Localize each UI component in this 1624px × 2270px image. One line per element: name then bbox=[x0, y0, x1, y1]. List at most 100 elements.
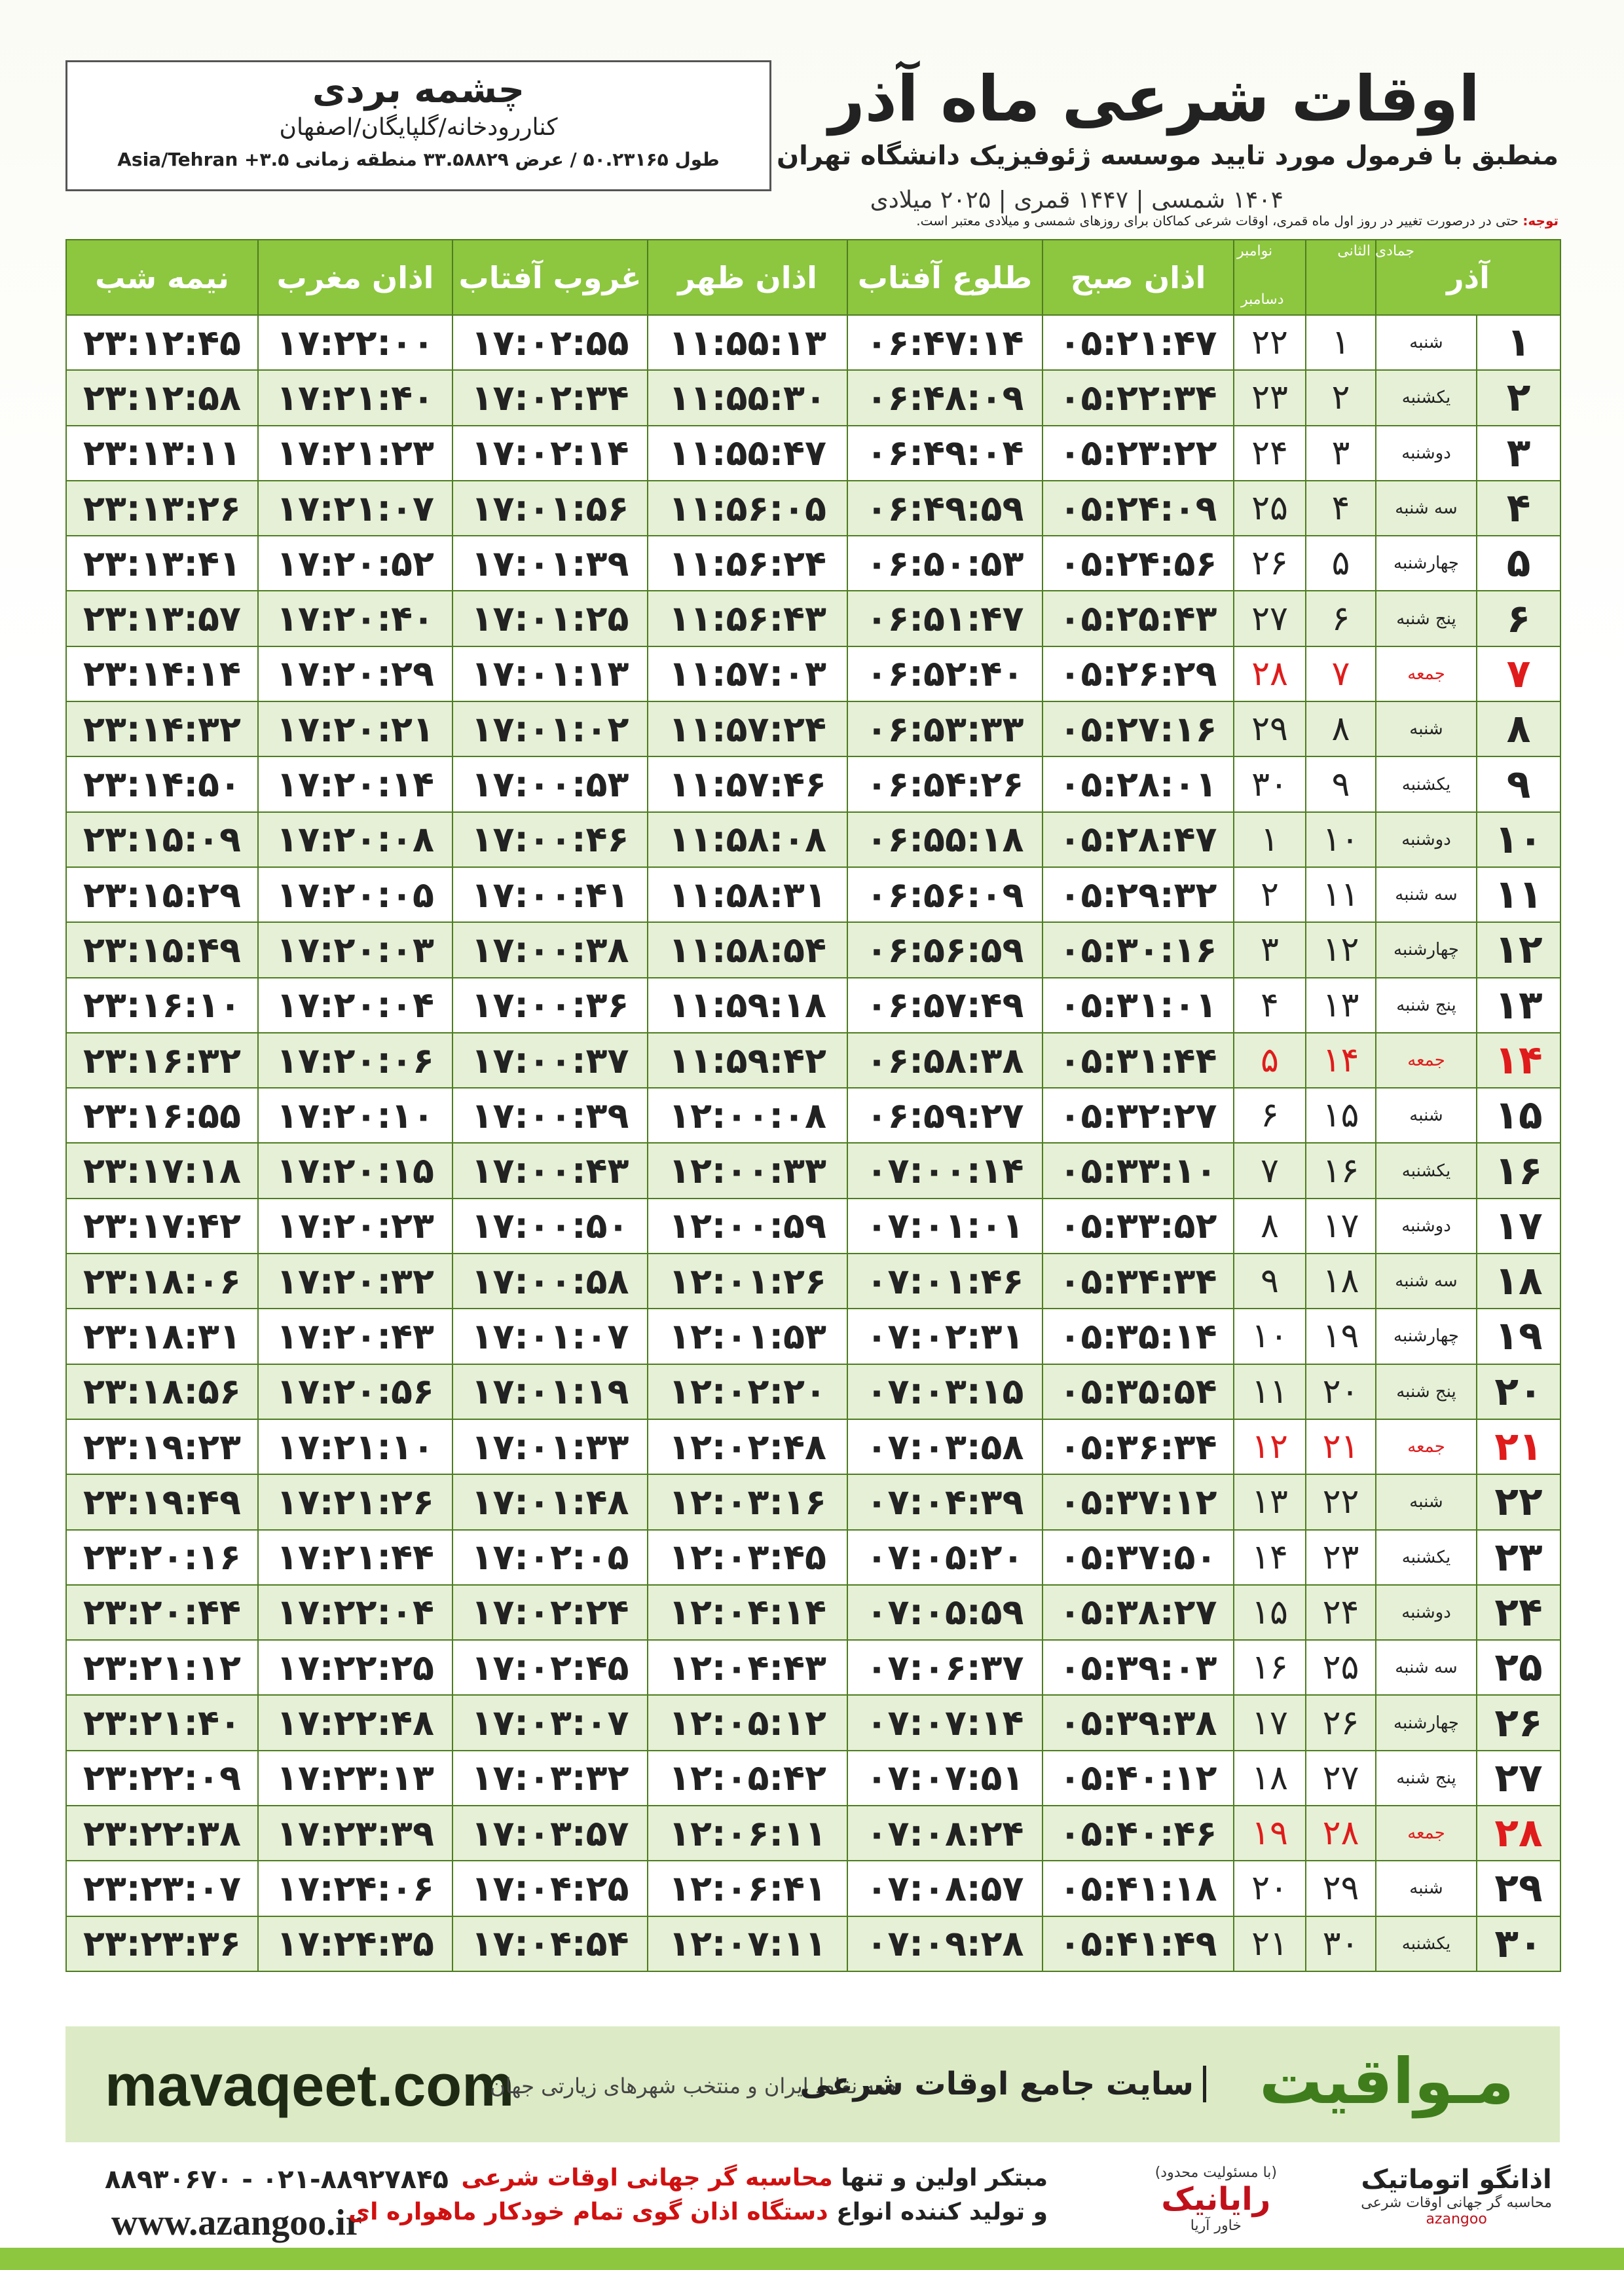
cell: ۱۷:۰۱:۱۳ bbox=[452, 645, 648, 703]
column-header: طلوع آفتاب bbox=[847, 239, 1043, 316]
cell: ۲۸ bbox=[1305, 1805, 1376, 1862]
cell: ۱۷:۲۱:۴۴ bbox=[257, 1529, 453, 1586]
column-header: اذان مغرب bbox=[257, 239, 453, 316]
cell: سه شنبه bbox=[1375, 1639, 1478, 1696]
cell: ۲۱ bbox=[1305, 1418, 1376, 1476]
logo-en: azangoo bbox=[1426, 2211, 1487, 2227]
cell: دوشنبه bbox=[1375, 424, 1478, 481]
cell: ۰۵:۴۱:۱۸ bbox=[1042, 1860, 1234, 1917]
cell: ۱۷:۰۱:۵۶ bbox=[452, 479, 648, 537]
cell: ۱۱:۵۷:۲۴ bbox=[647, 701, 848, 758]
cell: ۱۱ bbox=[1476, 866, 1562, 923]
cell: ۱۰ bbox=[1233, 1308, 1306, 1365]
cell: ۱۱ bbox=[1233, 1363, 1306, 1420]
cell: ۰۷:۰۰:۱۴ bbox=[847, 1142, 1043, 1199]
cell: ۰۵:۴۰:۱۲ bbox=[1042, 1749, 1234, 1807]
cell: ۴ bbox=[1233, 977, 1306, 1033]
cell: ۷ bbox=[1476, 645, 1562, 703]
cell: ۲۳:۱۷:۴۲ bbox=[65, 1197, 259, 1255]
cell: ۱۷:۲۲:۲۵ bbox=[257, 1639, 453, 1696]
logo-sub: خاور آریا bbox=[1190, 2218, 1242, 2234]
cell: یکشنبه bbox=[1375, 1915, 1478, 1972]
qamari-header: جمادی الثانی bbox=[1305, 239, 1414, 316]
cell: ۱۲:۰۶:۱۱ bbox=[647, 1805, 848, 1862]
cell: ۱۷:۰۱:۰۲ bbox=[452, 701, 648, 758]
cell: ۱۷:۰۴:۲۵ bbox=[452, 1860, 648, 1917]
cell: ۰۷:۰۷:۵۱ bbox=[847, 1749, 1043, 1807]
cell: ۱۲ bbox=[1476, 921, 1562, 978]
cell: ۰۷:۰۵:۲۰ bbox=[847, 1529, 1043, 1586]
cell: ۱۷:۰۰:۳۷ bbox=[452, 1032, 648, 1089]
text: و تولید کننده انواع bbox=[828, 2199, 1048, 2225]
cell: ۲۸ bbox=[1476, 1805, 1562, 1862]
brand: مـواقیت bbox=[1259, 2045, 1514, 2118]
cell: ۰۶:۴۷:۱۴ bbox=[847, 314, 1043, 371]
cell: دوشنبه bbox=[1375, 811, 1478, 868]
cell: ۱۴ bbox=[1233, 1529, 1306, 1586]
row: ۵ چهارشنبه ۵ ۲۶ ۰۵:۲۴:۵۶ ۰۶:۵۰:۵۳ ۱۱:۵۶:۲۴ ۱۷:۰… bbox=[65, 535, 1562, 592]
cell: ۰۵:۴۰:۴۶ bbox=[1042, 1805, 1234, 1862]
cell: ۲۳:۲۳:۰۷ bbox=[65, 1860, 259, 1917]
footer-bar bbox=[0, 2248, 1624, 2270]
cell: جمعه bbox=[1375, 1032, 1478, 1089]
cell: ۱۱:۵۶:۴۳ bbox=[647, 590, 848, 647]
cell: ۹ bbox=[1476, 756, 1562, 813]
row: ۲۶ چهارشنبه ۲۶ ۱۷ ۰۵:۳۹:۳۸ ۰۷:۰۷:۱۴ ۱۲:۰۵:۱۲ ۱۷… bbox=[65, 1694, 1562, 1751]
cell: ۱۷:۲۰:۵۶ bbox=[257, 1363, 453, 1420]
cell: ۱۲:۰۱:۵۳ bbox=[647, 1308, 848, 1365]
cell: ۱۲:۰۰:۳۳ bbox=[647, 1142, 848, 1199]
row: ۲۱ جمعه ۲۱ ۱۲ ۰۵:۳۶:۳۴ ۰۷:۰۳:۵۸ ۱۲:۰۲:۴۸ ۱۷:۰۱:… bbox=[65, 1418, 1562, 1476]
cell: ۱۷:۲۰:۳۲ bbox=[257, 1253, 453, 1310]
cell: ۰۶:۵۶:۵۹ bbox=[847, 921, 1043, 978]
cell: ۳ bbox=[1476, 424, 1562, 481]
cell: ۱۷:۲۰:۴۳ bbox=[257, 1308, 453, 1365]
cell: ۴ bbox=[1305, 479, 1376, 537]
cell: ۰۶:۵۸:۳۸ bbox=[847, 1032, 1043, 1089]
cell: ۲۳:۱۴:۱۴ bbox=[65, 645, 259, 703]
cell: ۰۵:۳۵:۱۴ bbox=[1042, 1308, 1234, 1365]
cell: ۰۵:۳۸:۲۷ bbox=[1042, 1584, 1234, 1641]
cell: ۰۶:۵۲:۴۰ bbox=[847, 645, 1043, 703]
logo: (با مسئولیت محدود) رایانیک خاور آریا bbox=[1155, 2165, 1277, 2234]
cell: ۲۳:۱۳:۱۱ bbox=[65, 424, 259, 481]
cell: ۱۲:۰۲:۲۰ bbox=[647, 1363, 848, 1420]
cell: شنبه bbox=[1375, 314, 1478, 371]
cell: ۵ bbox=[1476, 535, 1562, 592]
cell: ۳ bbox=[1305, 424, 1376, 481]
cell: ۲۳:۱۳:۴۱ bbox=[65, 535, 259, 592]
row: ۱۴ جمعه ۱۴ ۵ ۰۵:۳۱:۴۴ ۰۶:۵۸:۳۸ ۱۱:۵۹:۴۲ ۱۷:۰۰:۳… bbox=[65, 1032, 1562, 1089]
cell: چهارشنبه bbox=[1375, 1308, 1478, 1365]
row: ۳۰ یکشنبه ۳۰ ۲۱ ۰۵:۴۱:۴۹ ۰۷:۰۹:۲۸ ۱۲:۰۷:۱۱ ۱۷:۰… bbox=[65, 1915, 1562, 1972]
cell: ۲ bbox=[1305, 369, 1376, 426]
footer-text: مبتکر اولین و تنها محاسبه گر جهانی اوقات… bbox=[348, 2161, 1048, 2229]
cell: ۰۷:۰۶:۳۷ bbox=[847, 1639, 1043, 1696]
row: ۱۲ چهارشنبه ۱۲ ۳ ۰۵:۳۰:۱۶ ۰۶:۵۶:۵۹ ۱۱:۵۸:۵۴ ۱۷:… bbox=[65, 921, 1562, 978]
cell: ۲۳:۲۳:۳۶ bbox=[65, 1915, 259, 1972]
cell: ۲۴ bbox=[1476, 1584, 1562, 1641]
cell: ۲۶ bbox=[1476, 1694, 1562, 1751]
cell: ۱۷:۲۳:۱۳ bbox=[257, 1749, 453, 1807]
cell: ۰۵:۳۷:۱۲ bbox=[1042, 1474, 1234, 1531]
cell: پنج شنبه bbox=[1375, 977, 1478, 1033]
cell: ۰۷:۰۴:۳۹ bbox=[847, 1474, 1043, 1531]
cell: ۰۷:۰۸:۲۴ bbox=[847, 1805, 1043, 1862]
cell: ۲۳:۱۸:۳۱ bbox=[65, 1308, 259, 1365]
text: مبتکر اولین و تنها bbox=[832, 2165, 1048, 2191]
cell: ۱ bbox=[1305, 314, 1376, 371]
cell: ۷ bbox=[1233, 1142, 1306, 1199]
cell: ۰۵:۳۳:۵۲ bbox=[1042, 1197, 1234, 1255]
cell: ۲۵ bbox=[1476, 1639, 1562, 1696]
cell: یکشنبه bbox=[1375, 756, 1478, 813]
greg-bottom: دسامبر bbox=[1241, 291, 1284, 308]
cell: ۱۷:۰۰:۴۱ bbox=[452, 866, 648, 923]
cell: ۱۷:۲۰:۰۳ bbox=[257, 921, 453, 978]
row: ۲۹ شنبه ۲۹ ۲۰ ۰۵:۴۱:۱۸ ۰۷:۰۸:۵۷ ۱۲:۰۶:۴۱ ۱۷:۰۴:… bbox=[65, 1860, 1562, 1917]
cell: ۰۵:۳۲:۲۷ bbox=[1042, 1087, 1234, 1144]
cell: ۰۷:۰۳:۱۵ bbox=[847, 1363, 1043, 1420]
cell: ۱۳ bbox=[1476, 977, 1562, 1033]
cell: ۰۵:۳۶:۳۴ bbox=[1042, 1418, 1234, 1476]
cell: ۸ bbox=[1305, 701, 1376, 758]
cell: ۹ bbox=[1305, 756, 1376, 813]
qamari-label: جمادی الثانی bbox=[1337, 243, 1414, 259]
cell: ۲۳:۱۶:۱۰ bbox=[65, 977, 259, 1033]
